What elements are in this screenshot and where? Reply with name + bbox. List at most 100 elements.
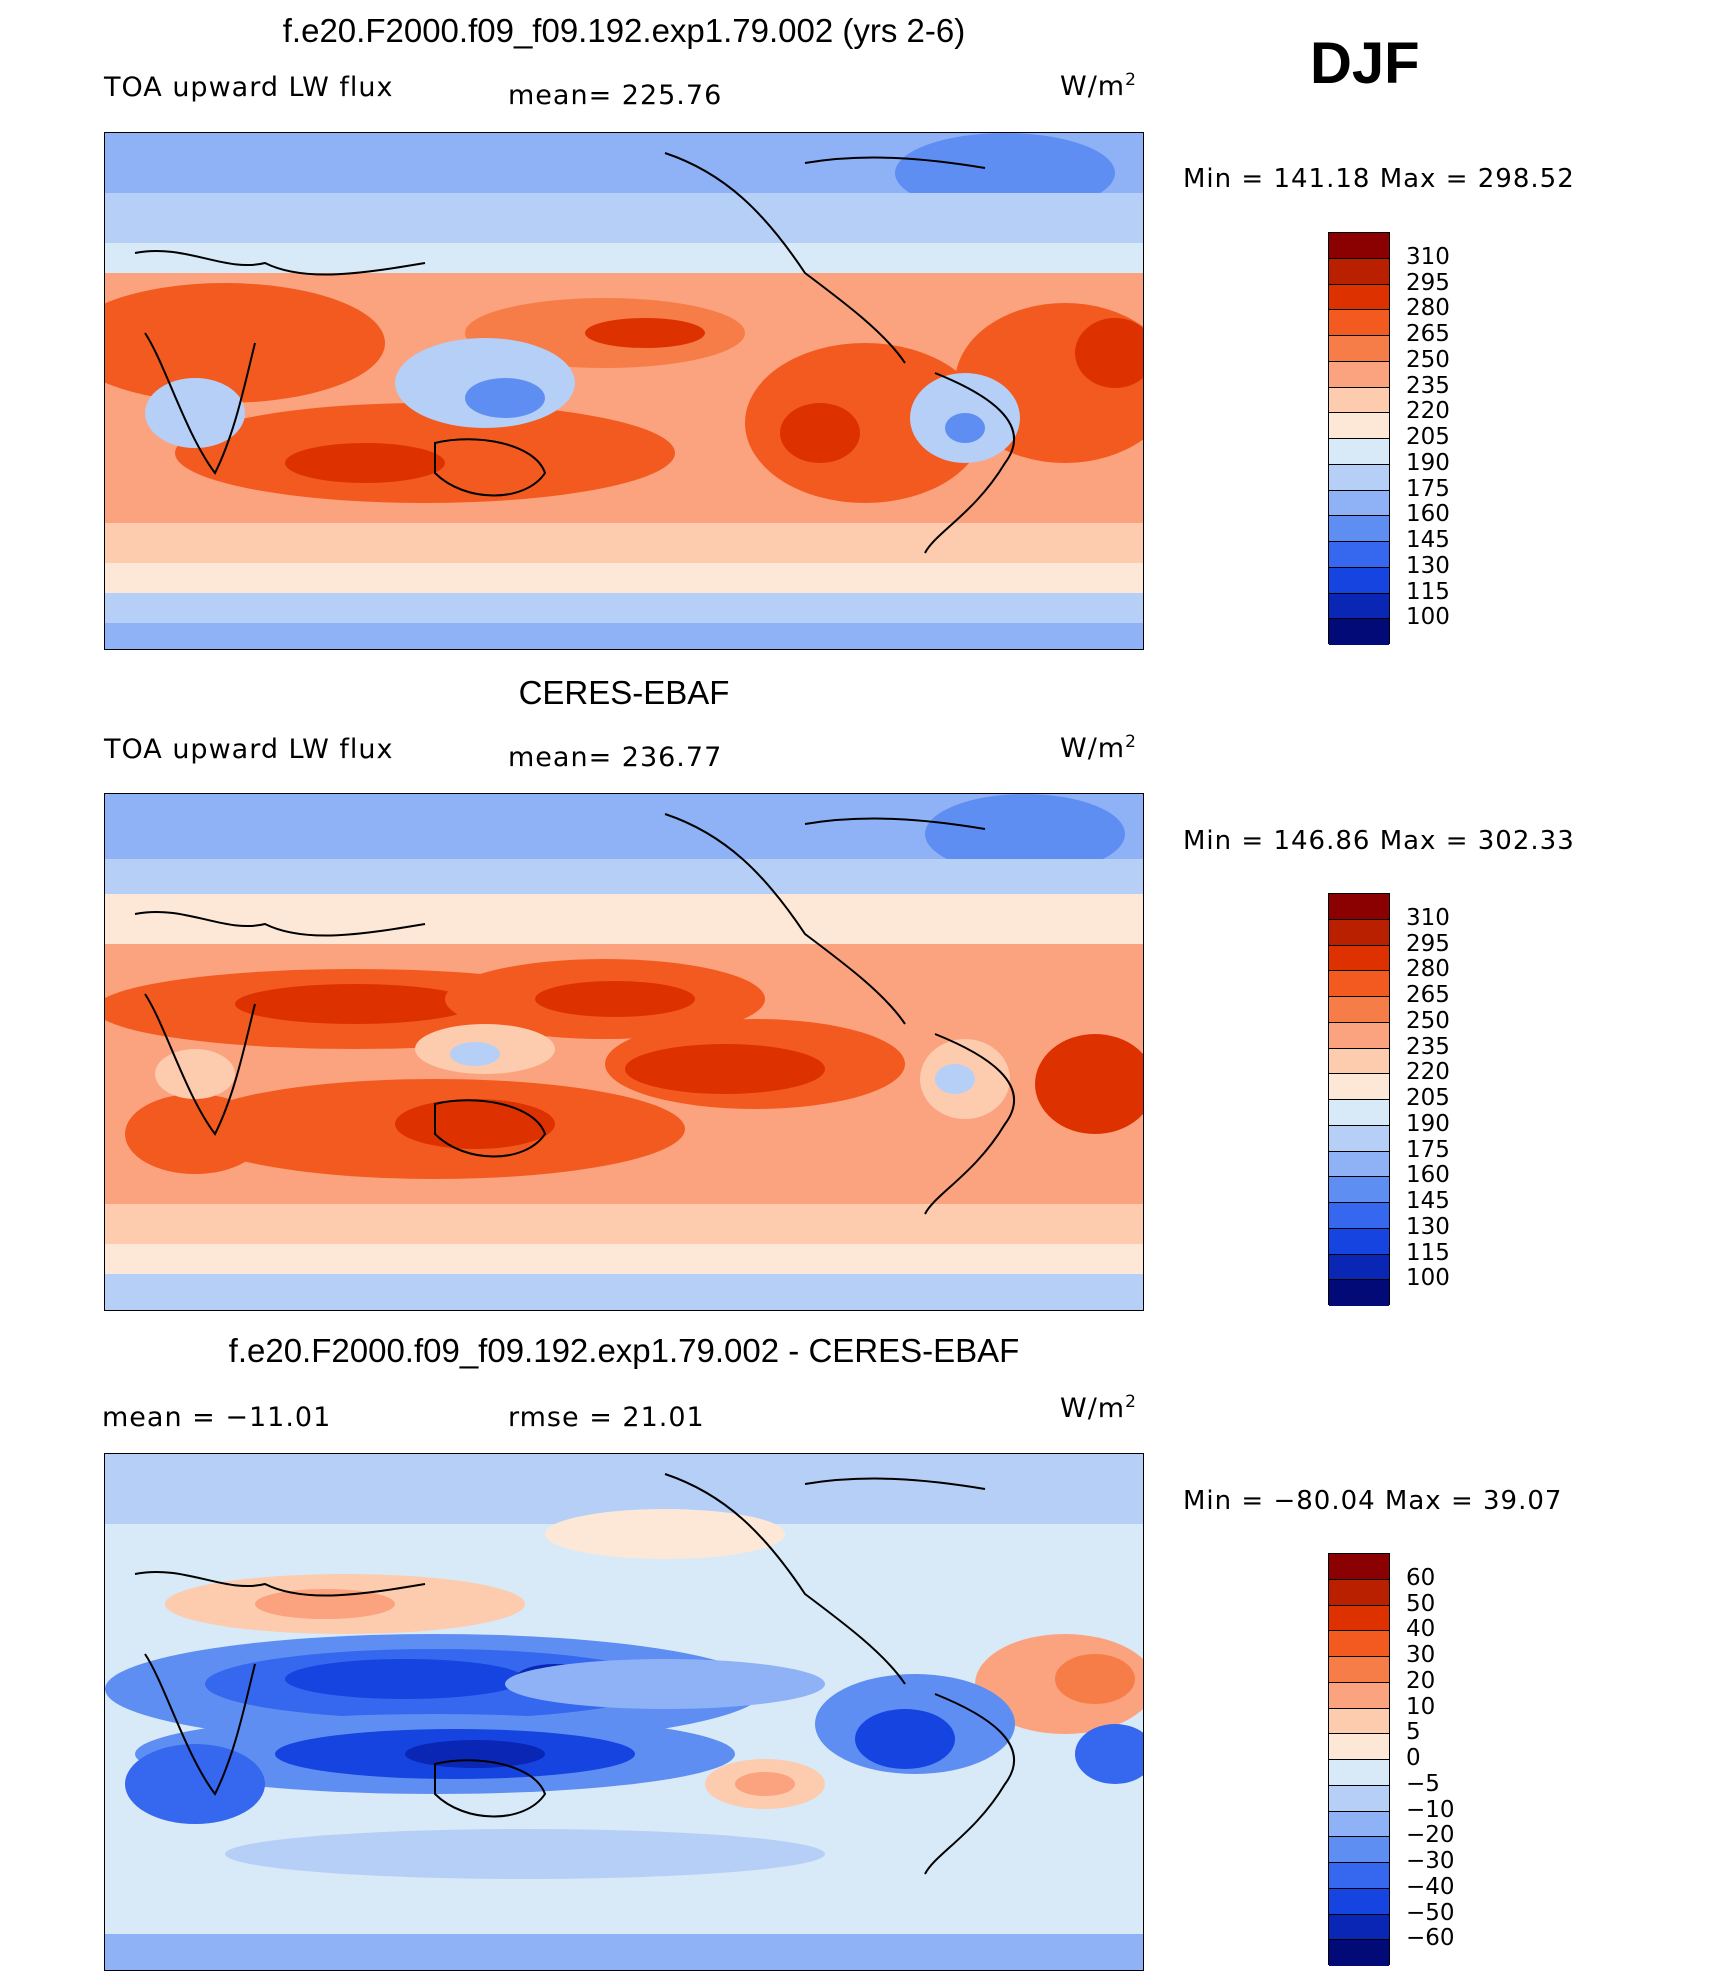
panel3-title: f.e20.F2000.f09_f09.192.exp1.79.002 - CE…	[228, 1332, 1020, 1369]
colorbar-tick-label: 60	[1406, 1564, 1436, 1591]
colorbar-segment	[1329, 516, 1389, 542]
colorbar-segment	[1329, 310, 1389, 336]
colorbar-tick-label: −40	[1406, 1873, 1455, 1900]
colorbar-segment	[1329, 1785, 1389, 1812]
colorbar-segment	[1329, 1151, 1389, 1178]
colorbar-segment	[1329, 1708, 1389, 1735]
colorbar-segment	[1329, 945, 1389, 972]
panel2-mean-label: mean= 236.77	[508, 742, 723, 773]
colorbar-segment	[1329, 361, 1389, 388]
colorbar-segment	[1329, 1682, 1389, 1709]
colorbar-tick-label: 160	[1406, 501, 1450, 528]
colorbar-tick-label: 205	[1406, 424, 1450, 450]
season-label: DJF	[1310, 31, 1420, 96]
colorbar-segment	[1329, 1734, 1389, 1760]
colorbar-tick-label: 295	[1406, 269, 1450, 296]
colorbar-tick-label: 100	[1406, 604, 1450, 631]
colorbar-tick-label: 205	[1406, 1085, 1450, 1111]
colorbar-segment	[1329, 1657, 1389, 1683]
panel2-variable-label: TOA upward LW flux	[104, 734, 394, 765]
colorbar-segment	[1329, 413, 1389, 439]
colorbar-tick-label: −5	[1406, 1770, 1440, 1797]
colorbar-tick-label: 160	[1406, 1162, 1450, 1189]
colorbar-segment	[1329, 1125, 1389, 1152]
colorbar-tick-label: 175	[1406, 475, 1450, 502]
colorbar-segment	[1329, 1837, 1389, 1863]
colorbar-tick-label: 115	[1406, 578, 1450, 605]
colorbar-tick-label: 220	[1406, 398, 1450, 425]
panel1-title: f.e20.F2000.f09_f09.192.exp1.79.002 (yrs…	[282, 12, 966, 49]
colorbar-tick-label: 265	[1406, 982, 1450, 1008]
colorbar-tick-label: 310	[1406, 243, 1450, 270]
colorbar-tick-label: 145	[1406, 1188, 1450, 1214]
colorbar-tick-label: 40	[1406, 1616, 1436, 1643]
colorbar-tick-label: 145	[1406, 527, 1450, 553]
colorbar-segment	[1329, 971, 1389, 997]
colorbar-segment	[1329, 1022, 1389, 1049]
colorbar-tick-label: 30	[1406, 1642, 1436, 1668]
colorbar-segment	[1329, 1280, 1389, 1306]
colorbar-tick-label: −30	[1406, 1848, 1455, 1874]
panel1-units-label: W/m2	[1060, 70, 1137, 102]
panel2-units-label: W/m2	[1060, 732, 1137, 764]
panel2-colorbar	[1328, 893, 1390, 1306]
colorbar-tick-label: 10	[1406, 1693, 1436, 1720]
colorbar-segment	[1329, 894, 1389, 920]
panel2-minmax: Min = 146.86 Max = 302.33	[1183, 826, 1575, 856]
colorbar-tick-label: 20	[1406, 1667, 1436, 1694]
colorbar-segment	[1329, 1760, 1389, 1786]
colorbar-segment	[1329, 542, 1389, 568]
colorbar-tick-label: 280	[1406, 956, 1450, 983]
colorbar-tick-label: 50	[1406, 1590, 1436, 1617]
panel3-rmse-label: rmse = 21.01	[508, 1402, 705, 1433]
colorbar-tick-label: 235	[1406, 1033, 1450, 1060]
panel3-colorbar	[1328, 1553, 1390, 1966]
colorbar-tick-label: 0	[1406, 1745, 1421, 1771]
panel2-title: CERES-EBAF	[518, 674, 730, 711]
colorbar-segment	[1329, 1940, 1389, 1966]
colorbar-tick-label: 250	[1406, 346, 1450, 373]
colorbar-tick-label: 100	[1406, 1265, 1450, 1292]
colorbar-segment	[1329, 1554, 1389, 1580]
colorbar-segment	[1329, 1914, 1389, 1941]
panel1-variable-label: TOA upward LW flux	[104, 72, 394, 103]
colorbar-segment	[1329, 464, 1389, 491]
colorbar-segment	[1329, 1254, 1389, 1281]
panel1-minmax: Min = 141.18 Max = 298.52	[1183, 164, 1575, 194]
colorbar-segment	[1329, 490, 1389, 517]
colorbar-segment	[1329, 1228, 1389, 1255]
colorbar-tick-label: 295	[1406, 930, 1450, 957]
colorbar-segment	[1329, 233, 1389, 259]
colorbar-tick-label: 5	[1406, 1719, 1421, 1746]
panel3-units-label: W/m2	[1060, 1392, 1137, 1424]
colorbar-tick-label: 235	[1406, 372, 1450, 399]
colorbar-segment	[1329, 336, 1389, 362]
panel3-map	[104, 1453, 1144, 1971]
colorbar-tick-label: 190	[1406, 1110, 1450, 1137]
colorbar-tick-label: −60	[1406, 1925, 1455, 1952]
colorbar-tick-label: 175	[1406, 1136, 1450, 1163]
colorbar-segment	[1329, 1177, 1389, 1203]
panel3-minmax: Min = −80.04 Max = 39.07	[1183, 1486, 1563, 1516]
colorbar-tick-label: 265	[1406, 321, 1450, 347]
panel3-mean-label: mean = −11.01	[102, 1402, 332, 1433]
colorbar-segment	[1329, 1579, 1389, 1606]
colorbar-segment	[1329, 439, 1389, 465]
colorbar-segment	[1329, 997, 1389, 1023]
colorbar-tick-label: 190	[1406, 449, 1450, 476]
colorbar-segment	[1329, 1074, 1389, 1100]
colorbar-tick-label: −10	[1406, 1796, 1455, 1823]
colorbar-segment	[1329, 284, 1389, 311]
colorbar-segment	[1329, 387, 1389, 414]
colorbar-segment	[1329, 1863, 1389, 1889]
colorbar-tick-label: 250	[1406, 1007, 1450, 1034]
panel1-mean-label: mean= 225.76	[508, 80, 723, 111]
colorbar-segment	[1329, 593, 1389, 620]
colorbar-tick-label: 310	[1406, 904, 1450, 931]
colorbar-tick-label: −50	[1406, 1899, 1455, 1926]
colorbar-segment	[1329, 1888, 1389, 1915]
panel2-map	[104, 793, 1144, 1311]
colorbar-tick-label: 130	[1406, 552, 1450, 579]
colorbar-segment	[1329, 1811, 1389, 1838]
colorbar-segment	[1329, 919, 1389, 946]
